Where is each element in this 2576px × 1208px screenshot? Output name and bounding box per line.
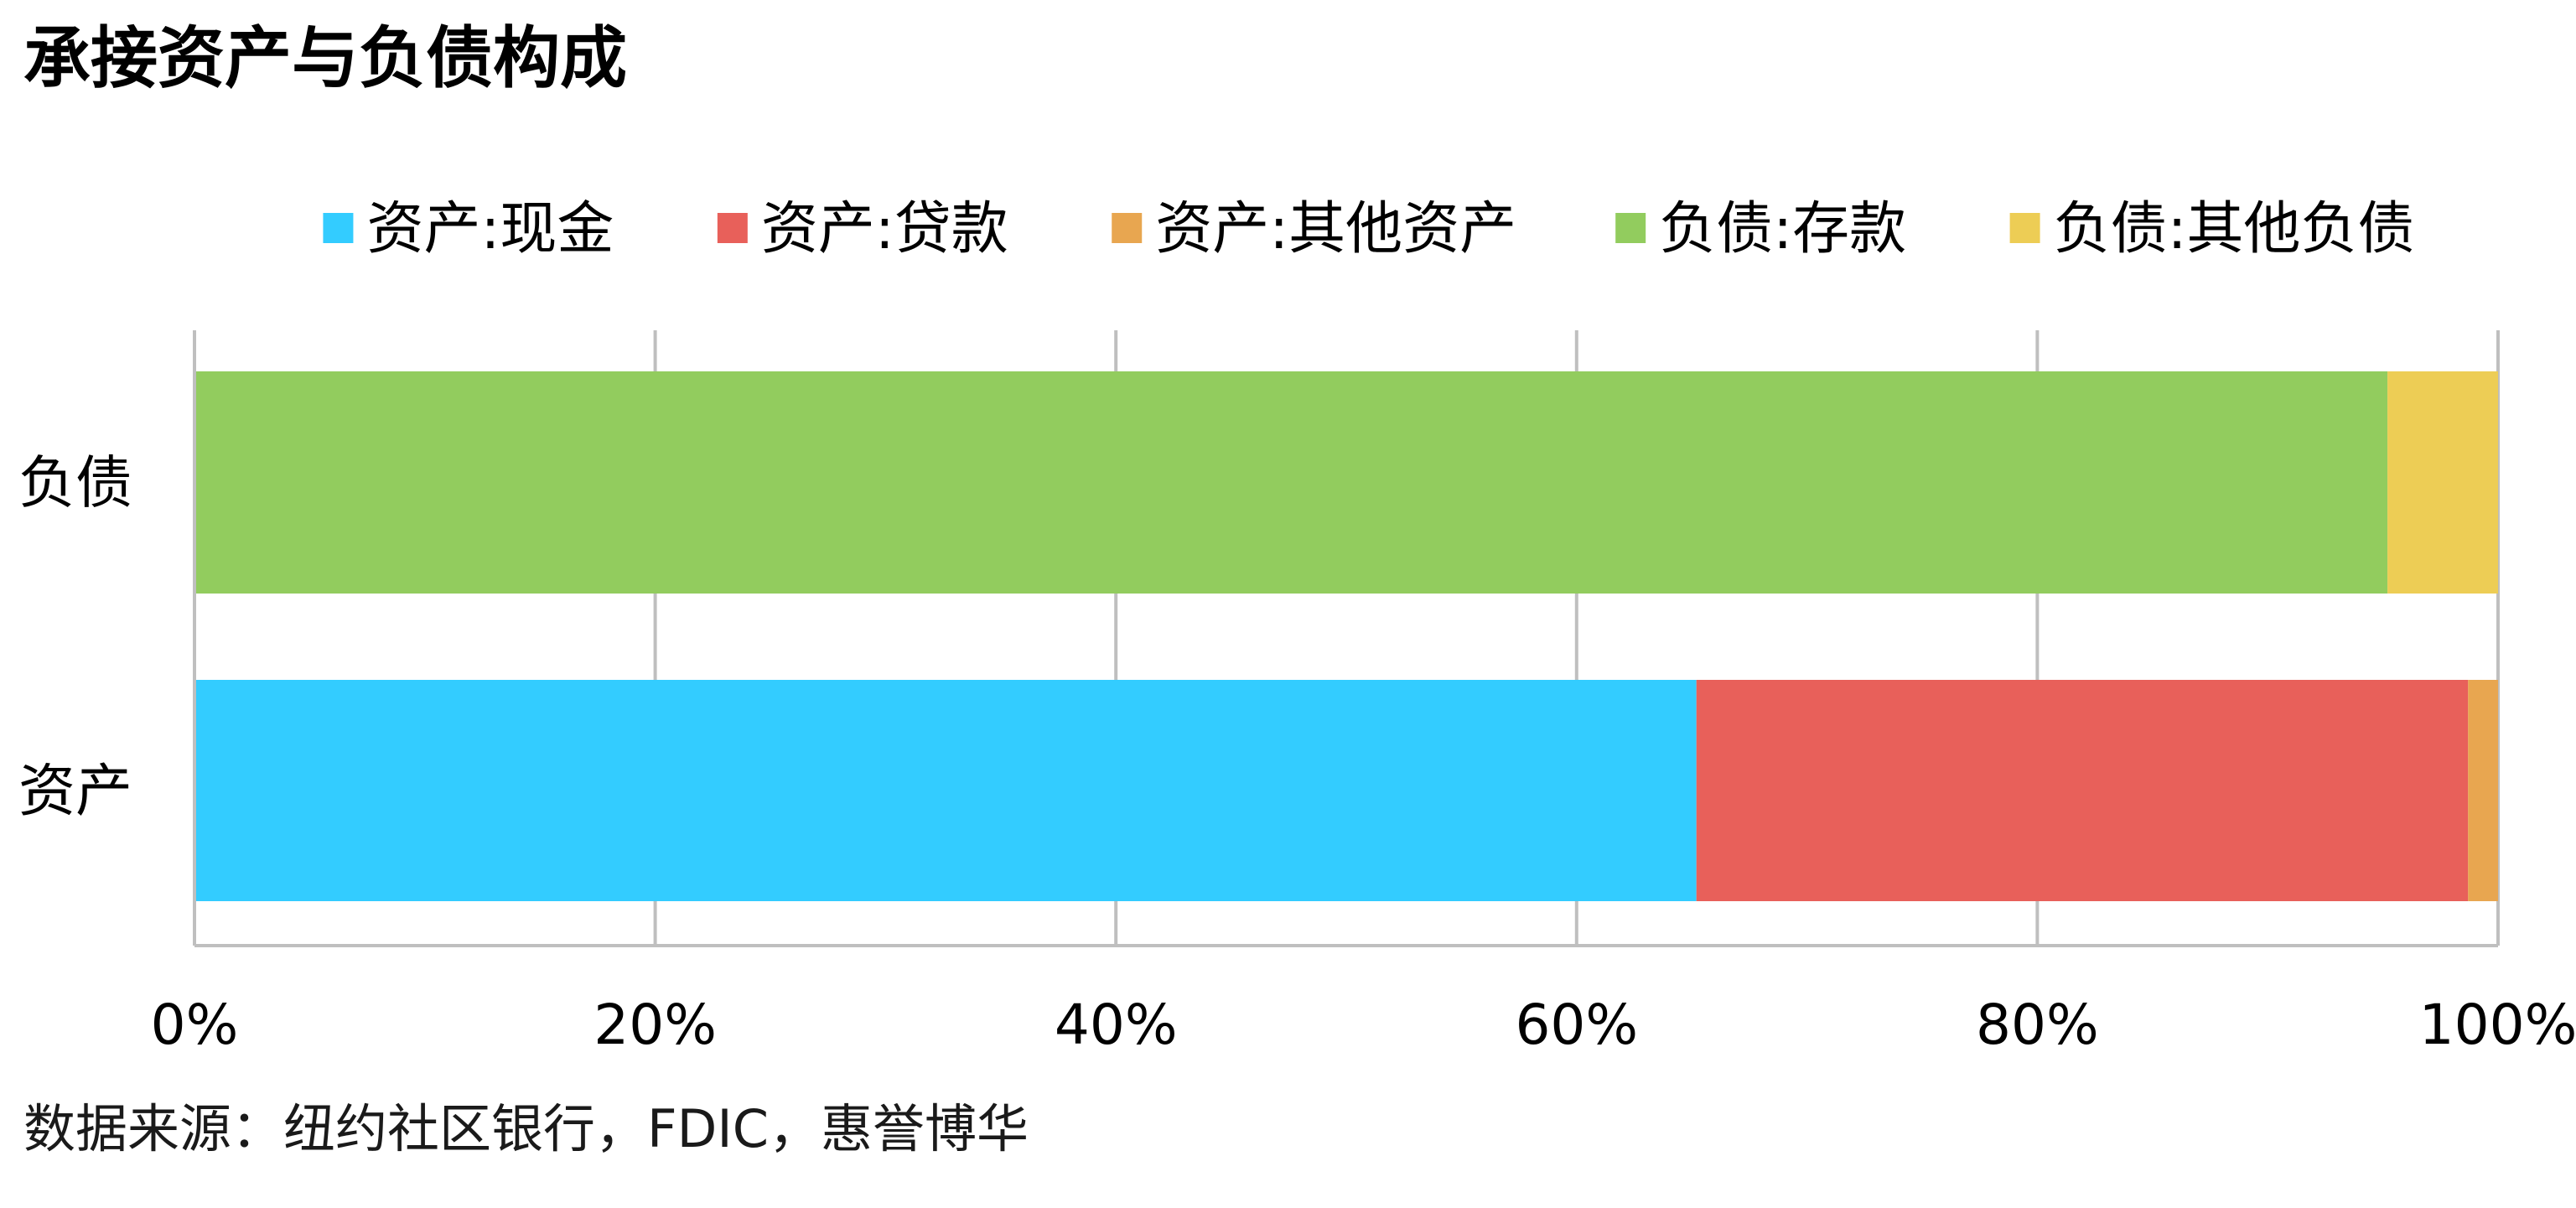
bar-segment: [194, 371, 2388, 594]
x-axis-labels: 0% 20% 40% 60% 80% 100%: [151, 993, 2576, 1057]
axes: [193, 330, 2498, 947]
bar-segment: [2387, 371, 2498, 594]
legend-swatch: [1112, 213, 1143, 243]
x-tick-label: 0%: [151, 993, 239, 1057]
x-tick-label: 40%: [1055, 993, 1178, 1057]
bars: [194, 371, 2498, 901]
bar-segment: [2468, 680, 2498, 901]
legend-label: 负债:其他负债: [2054, 196, 2415, 262]
data-source-note: 数据来源：纽约社区银行，FDIC，惠誉博华: [23, 1098, 1029, 1159]
bar-segment: [194, 680, 1697, 901]
category-label: 资产: [18, 759, 132, 825]
legend-swatch: [717, 213, 748, 243]
category-label: 负债: [18, 451, 132, 517]
bar-segment: [1696, 680, 2469, 901]
legend-label: 资产:现金: [366, 196, 614, 262]
x-tick-label: 20%: [593, 993, 717, 1057]
legend-swatch: [323, 213, 354, 243]
chart-title: 承接资产与负债构成: [23, 19, 627, 97]
x-tick-label: 100%: [2419, 993, 2576, 1057]
x-tick-label: 80%: [1976, 993, 2099, 1057]
legend-label: 资产:贷款: [761, 196, 1008, 262]
legend-swatch: [1615, 213, 1646, 243]
legend-label: 负债:存款: [1659, 196, 1906, 262]
chart-legend: 资产:现金 资产:贷款 资产:其他资产 负债:存款 负债:其他负债: [323, 196, 2415, 262]
legend-label: 资产:其他资产: [1155, 196, 1516, 262]
x-tick-label: 60%: [1515, 993, 1638, 1057]
legend-swatch: [2009, 213, 2040, 243]
